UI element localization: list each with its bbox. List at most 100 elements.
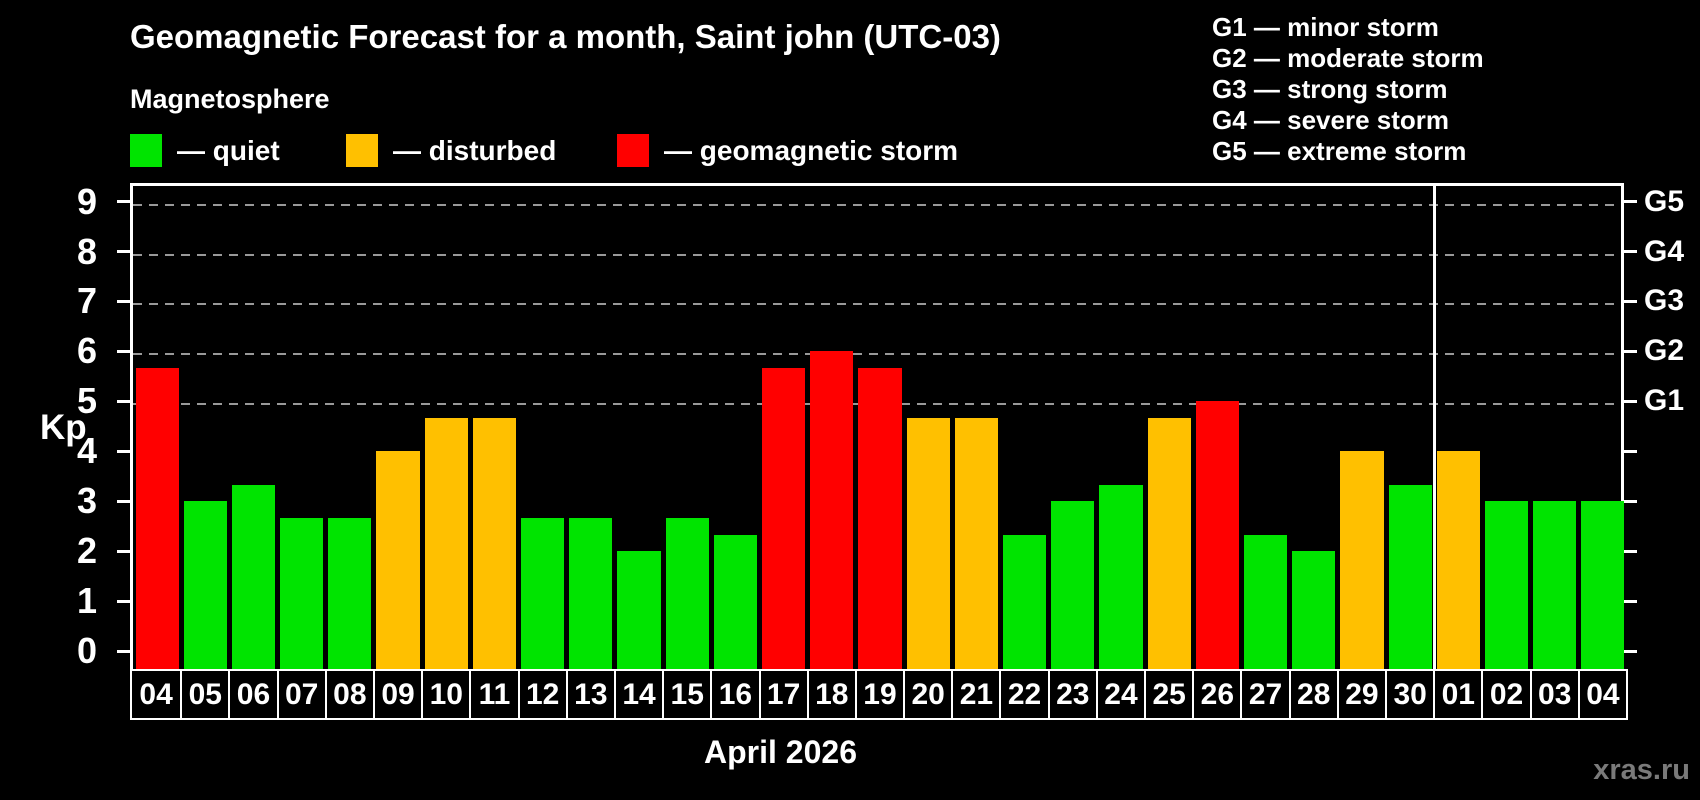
bar: [328, 517, 372, 669]
date-cell: 26: [1192, 671, 1240, 718]
legend-item-label: — quiet: [177, 134, 280, 166]
g-scale-legend-line: G3 — strong storm: [1212, 74, 1448, 104]
g-scale-legend-line: G5 — extreme storm: [1212, 136, 1467, 166]
date-cell: 17: [758, 671, 807, 718]
watermark: xras.ru: [1593, 754, 1690, 786]
kp-tick-label: 5: [76, 380, 97, 422]
g-tick: [1624, 649, 1637, 653]
bar: [1147, 417, 1191, 669]
g-scale-legend-line: G1 — minor storm: [1212, 12, 1439, 42]
date-cell: 20: [903, 671, 951, 718]
bar: [183, 501, 227, 669]
date-cell: 04: [139, 677, 173, 711]
g-scale-legend-line: G2 — moderate storm: [1212, 43, 1484, 73]
kp-tick-label: 0: [76, 630, 97, 671]
kp-tick: [117, 250, 130, 254]
legend-item-label: — disturbed: [393, 134, 557, 166]
bar: [135, 367, 179, 669]
month-separator: [1432, 186, 1436, 669]
bar: [424, 417, 468, 669]
date-cell: 25: [1144, 671, 1192, 718]
date-cell: 12: [517, 671, 566, 718]
g-tick: [1624, 349, 1637, 353]
date-cell: 14: [613, 671, 662, 718]
kp-tick: [117, 449, 130, 453]
kp-tick: [117, 649, 130, 653]
bar: [1099, 484, 1143, 669]
date-cell: 06: [228, 671, 276, 718]
legend-item-disturbed: — disturbed: [346, 134, 556, 167]
bar: [1292, 551, 1336, 669]
date-cell: 01: [1433, 671, 1481, 718]
g-tick: [1624, 299, 1637, 303]
bar: [713, 534, 757, 669]
kp-tick: [117, 200, 130, 204]
bar: [762, 367, 806, 669]
kp-tick: [117, 599, 130, 603]
gridline-kp7: [133, 303, 1621, 306]
date-cell: 18: [806, 671, 855, 718]
g-axis-label: G5: [1644, 184, 1685, 218]
bar: [1533, 501, 1577, 669]
bar: [906, 417, 950, 669]
date-cell: 03: [1529, 671, 1578, 718]
date-cell: 10: [421, 671, 469, 718]
gridline-kp8: [133, 253, 1621, 256]
date-cell: 13: [565, 671, 614, 718]
g-tick: [1624, 449, 1637, 453]
g-tick: [1624, 250, 1637, 254]
date-cell: 29: [1336, 671, 1385, 718]
legend-item-storm: — geomagnetic storm: [617, 134, 958, 167]
bar: [472, 417, 517, 669]
kp-tick-label: 8: [76, 230, 97, 272]
kp-tick: [117, 549, 130, 553]
bar: [1051, 501, 1095, 669]
g-axis-label: G1: [1644, 384, 1685, 418]
kp-tick-label: 7: [76, 280, 97, 322]
kp-tick-label: 4: [76, 430, 97, 472]
date-cell: 16: [710, 671, 758, 718]
x-axis-label: April 2026: [704, 734, 857, 770]
kp-tick: [117, 399, 130, 403]
gridline-kp9: [133, 203, 1621, 206]
date-cell: 09: [372, 671, 421, 718]
date-cell: 07: [276, 671, 325, 718]
bar: [280, 517, 324, 669]
disturbed-swatch: [346, 134, 378, 167]
storm-swatch: [617, 134, 649, 167]
bar: [1484, 501, 1529, 669]
g-tick: [1624, 200, 1637, 204]
kp-tick: [117, 299, 130, 303]
bar: [1195, 401, 1239, 669]
g-tick: [1624, 599, 1637, 603]
bar: [1581, 501, 1625, 669]
plot-area: [130, 183, 1625, 669]
legend-item-quiet: — quiet: [130, 134, 280, 167]
kp-tick-label: 3: [76, 480, 97, 522]
bar: [810, 351, 854, 669]
g-tick: [1624, 499, 1637, 503]
date-cell: 28: [1288, 671, 1337, 718]
magnetosphere-label: Magnetosphere: [130, 84, 330, 114]
kp-tick-label: 1: [76, 580, 97, 622]
date-cell: 15: [662, 671, 710, 718]
bar: [954, 417, 998, 669]
date-axis-row: 04 05 06 07 08 09 10 11 12 13 14 15 16 17 18 19 20 21 22 23…: [130, 669, 1628, 720]
g-axis-label: G3: [1644, 284, 1685, 318]
page-title: Geomagnetic Forecast for a month, Saint …: [130, 18, 1001, 55]
date-cell: 02: [1481, 671, 1529, 718]
kp-tick: [117, 349, 130, 353]
g-scale-legend-line: G4 — severe storm: [1212, 105, 1450, 135]
g-tick: [1624, 549, 1637, 553]
kp-tick-label: 6: [76, 330, 97, 372]
bar: [521, 517, 565, 669]
g-axis-label: G4: [1644, 234, 1685, 268]
date-cell: 08: [324, 671, 373, 718]
date-cell: 30: [1385, 671, 1433, 718]
g-tick: [1624, 399, 1637, 403]
date-cell: 04: [1577, 671, 1626, 718]
bar: [231, 484, 276, 669]
gridline-kp6: [133, 353, 1621, 356]
bar: [1340, 451, 1384, 669]
legend-item-label: — geomagnetic storm: [664, 134, 959, 166]
